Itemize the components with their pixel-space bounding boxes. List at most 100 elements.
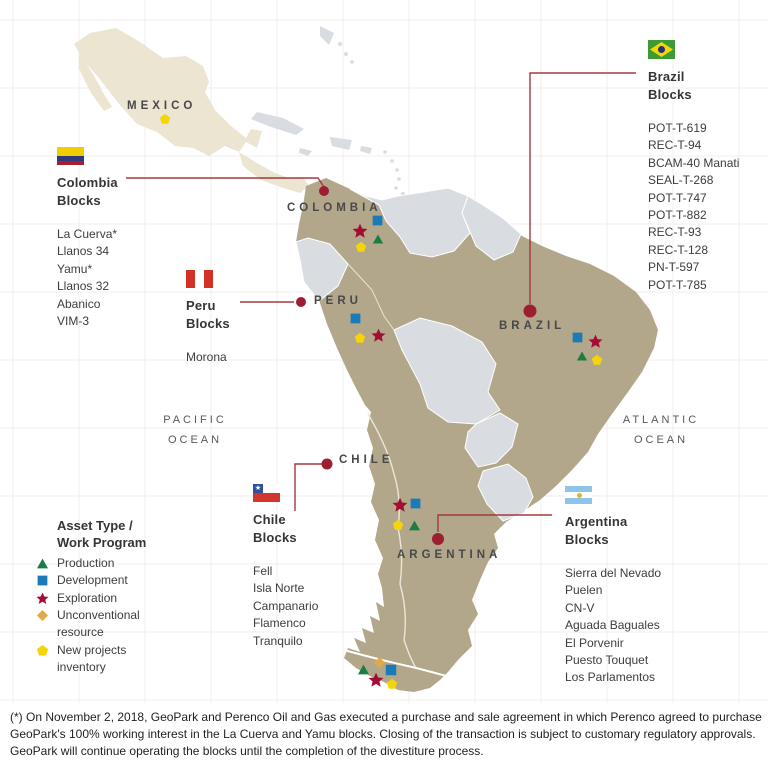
- block-list: Fell Isla Norte Campanario Flamenco Tran…: [253, 563, 318, 650]
- legend-item-label: New projects inventory: [57, 642, 127, 675]
- peru-flag-icon: [186, 270, 213, 288]
- pacific-ocean-label: PACIFIC OCEAN: [140, 410, 250, 450]
- block-item: Isla Norte: [253, 581, 305, 596]
- block-item: POT-T-785: [648, 277, 707, 292]
- marker-development: [372, 215, 383, 226]
- pentagon-new-projects-icon: [36, 644, 49, 657]
- block-item: Puesto Touquet: [565, 653, 649, 668]
- latin-america-map: [0, 0, 768, 703]
- block-item: Flamenco: [253, 616, 306, 631]
- block-item: Sierra del Nevado: [565, 566, 662, 580]
- chile-blocks-panel: ★ Chile Blocks Fell Isla Norte Campanari…: [253, 484, 318, 650]
- panel-subtitle: Blocks: [186, 315, 230, 331]
- chile-anchor-dot: [321, 458, 333, 470]
- panel-title: Colombia Blocks: [57, 174, 118, 209]
- ecuador-shape: [295, 237, 349, 302]
- chile-map-label: CHILE: [339, 454, 394, 466]
- footnote: (*) On November 2, 2018, GeoPark and Per…: [10, 710, 762, 758]
- diamond-unconventional-icon: [36, 609, 49, 622]
- mexico-central-america-shape: [74, 28, 309, 193]
- block-item: POT-T-619: [648, 121, 707, 135]
- block-item: El Porvenir: [565, 635, 624, 650]
- guyanas-shape: [461, 195, 522, 261]
- block-item: Puelen: [565, 583, 603, 598]
- panel-subtitle: Blocks: [648, 86, 692, 102]
- chile-flag-icon: ★: [253, 484, 280, 502]
- block-list: POT-T-619 REC-T-94 BCAM-40 Manati SEAL-T…: [648, 120, 739, 294]
- colombia-anchor-dot: [319, 186, 329, 196]
- atlantic-ocean-label: ATLANTIC OCEAN: [606, 410, 716, 450]
- panel-title: Peru Blocks: [186, 297, 230, 332]
- asset-type-legend: Asset Type / Work Program Production Dev…: [36, 517, 161, 677]
- legend-item-label: Exploration: [57, 590, 118, 605]
- chile-leader-line: [294, 463, 322, 511]
- block-item: CN-V: [565, 600, 595, 615]
- block-item: REC-T-128: [648, 242, 709, 257]
- legend-item-label: Unconventional resource: [57, 608, 140, 640]
- panel-title: Chile Blocks: [253, 511, 318, 546]
- legend-title-line: Asset Type /: [57, 518, 133, 533]
- block-item: La Cuerva*: [57, 227, 118, 241]
- block-item: VIM-3: [57, 314, 90, 329]
- colombia-map-label: COLOMBIA: [287, 202, 382, 214]
- block-item: PN-T-597: [648, 260, 700, 275]
- panel-country: Brazil: [648, 69, 685, 84]
- triangle-production-icon: [36, 557, 49, 570]
- square-development-icon: [36, 574, 49, 587]
- colombia-leader-line: [126, 177, 325, 188]
- peru-anchor-dot: [296, 297, 306, 307]
- block-list: La Cuerva* Llanos 34 Yamu* Llanos 32 Aba…: [57, 226, 118, 330]
- marker-development: [572, 332, 583, 343]
- block-item: SEAL-T-268: [648, 173, 714, 188]
- brazil-anchor-dot: [523, 304, 537, 318]
- star-exploration-icon: [36, 592, 49, 605]
- uruguay-shape: [477, 463, 534, 522]
- ocean-label-line: OCEAN: [167, 434, 223, 446]
- panel-subtitle: Blocks: [565, 531, 609, 547]
- marker-development: [385, 664, 397, 676]
- panel-title: Argentina Blocks: [565, 513, 661, 548]
- argentina-blocks-panel: Argentina Blocks Sierra del Nevado Puele…: [565, 486, 661, 687]
- panel-subtitle: Blocks: [253, 529, 297, 545]
- argentina-leader-line: [437, 514, 552, 532]
- block-item: Morona: [186, 350, 227, 364]
- legend-item-exploration: Exploration: [36, 590, 161, 607]
- block-list: Sierra del Nevado Puelen CN-V Aguada Bag…: [565, 565, 661, 687]
- block-item: Campanario: [253, 598, 319, 613]
- block-item: Fell: [253, 564, 273, 578]
- brazil-flag-icon: [648, 40, 675, 59]
- colombia-flag-icon: [57, 147, 84, 165]
- panel-subtitle: Blocks: [57, 192, 101, 208]
- argentina-anchor-dot: [432, 533, 444, 545]
- block-item: Tranquilo: [253, 633, 303, 648]
- other-countries-shapes: [295, 187, 534, 522]
- panel-country: Colombia: [57, 175, 118, 190]
- ocean-label-line: PACIFIC: [163, 414, 227, 426]
- block-list: Morona: [186, 349, 230, 366]
- marker-development: [350, 313, 361, 324]
- peru-blocks-panel: Peru Blocks Morona: [186, 270, 230, 366]
- panel-title: Brazil Blocks: [648, 68, 739, 103]
- legend-item-development: Development: [36, 572, 161, 589]
- country-borders: [343, 263, 451, 678]
- panel-country: Chile: [253, 512, 286, 527]
- legend-item-production: Production: [36, 555, 161, 572]
- legend-item-label: Development: [57, 573, 128, 588]
- block-item: Los Parlamentos: [565, 670, 656, 685]
- marker-development: [410, 498, 421, 509]
- brazil-leader-line: [529, 72, 636, 304]
- colombia-blocks-panel: Colombia Blocks La Cuerva* Llanos 34 Yam…: [57, 147, 118, 330]
- legend-title-line: Work Program: [57, 535, 147, 551]
- caribbean-islands-shape: [251, 26, 406, 197]
- brazil-blocks-panel: Brazil Blocks POT-T-619 REC-T-94 BCAM-40…: [648, 40, 739, 294]
- block-item: POT-T-882: [648, 208, 707, 223]
- block-item: POT-T-747: [648, 190, 707, 205]
- leader-lines: [126, 72, 636, 532]
- block-item: Yamu*: [57, 261, 93, 276]
- legend-item-unconventional: Unconventional resource: [36, 607, 161, 642]
- legend-title: Asset Type / Work Program: [57, 517, 161, 552]
- bolivia-shape: [393, 317, 501, 425]
- peru-map-label: PERU: [314, 295, 362, 307]
- argentina-flag-icon: [565, 486, 592, 504]
